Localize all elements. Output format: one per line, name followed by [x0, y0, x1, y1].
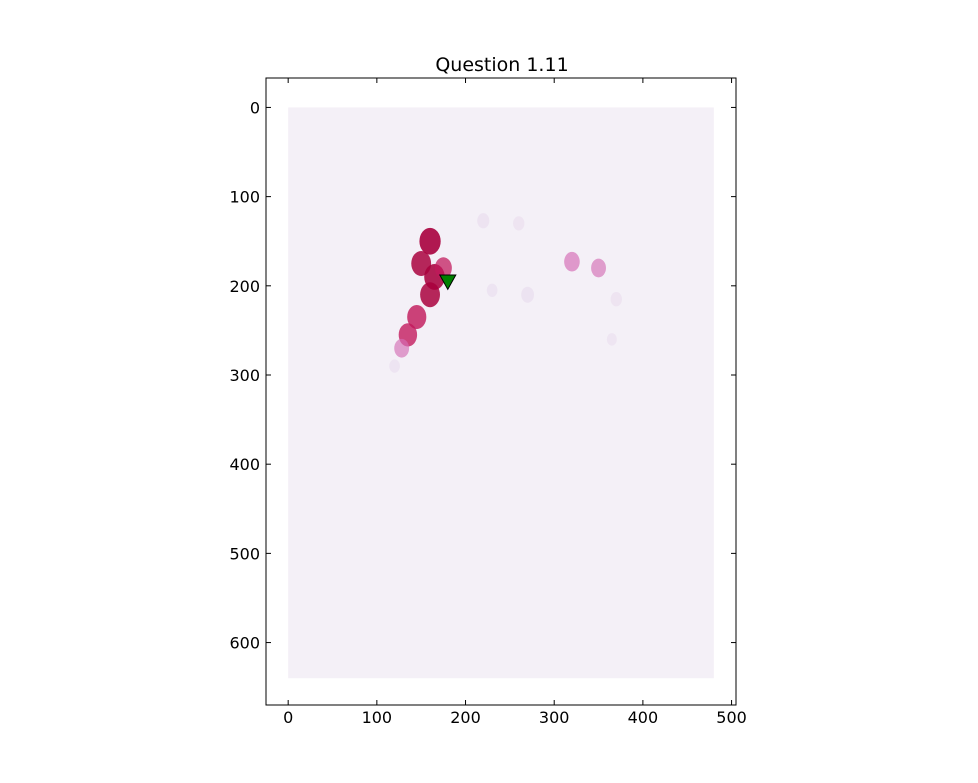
heatmap-image [288, 107, 714, 679]
y-tick-label: 300 [229, 366, 260, 385]
heatmap-hotspot [407, 304, 427, 330]
y-tick-label: 100 [229, 188, 260, 207]
chart-title: Question 1.11 [435, 54, 568, 76]
y-axis: 0 100 200 300 400 500 600 [229, 98, 736, 653]
heatmap-hotspot [521, 286, 534, 303]
x-tick-label: 500 [716, 708, 747, 727]
heatmap-hotspot [420, 282, 440, 308]
heatmap-hotspot [486, 283, 498, 297]
x-axis: 0 100 200 300 400 500 [283, 78, 747, 727]
plot-border [265, 77, 737, 706]
heatmap-hotspot [610, 292, 622, 307]
marker-point [438, 274, 457, 291]
heatmap-layer [288, 107, 714, 679]
x-tick-label: 400 [628, 708, 659, 727]
heatmap-hotspot [389, 359, 400, 373]
heatmap-hotspot [434, 257, 452, 279]
y-tick-label: 0 [250, 98, 260, 117]
heatmap-hotspot [564, 251, 580, 272]
heatmap-hotspot [477, 213, 490, 229]
heatmap-hotspot [513, 216, 525, 231]
y-tick-label: 400 [229, 455, 260, 474]
heatmap-hotspot [419, 227, 441, 255]
x-tick-label: 100 [362, 708, 393, 727]
heatmap-hotspot [591, 258, 606, 278]
heatmap-hotspot [606, 333, 617, 346]
x-tick-label: 0 [283, 708, 293, 727]
heatmap-hotspot [394, 338, 410, 358]
x-tick-label: 200 [450, 708, 481, 727]
y-tick-label: 600 [229, 634, 260, 653]
x-tick-label: 300 [539, 708, 570, 727]
marker-layer [438, 274, 457, 291]
y-tick-label: 500 [229, 544, 260, 563]
y-tick-label: 200 [229, 277, 260, 296]
